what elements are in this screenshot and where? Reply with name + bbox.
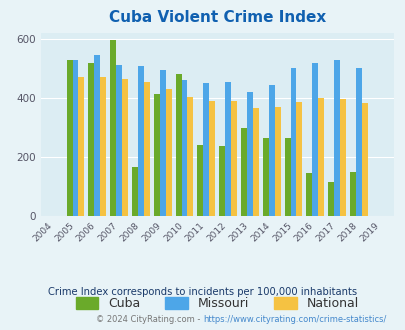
- Bar: [225, 82, 230, 216]
- Bar: [197, 145, 203, 216]
- Bar: [219, 146, 225, 216]
- Bar: [284, 138, 290, 216]
- Bar: [72, 60, 78, 216]
- Bar: [355, 68, 361, 216]
- Bar: [361, 103, 367, 216]
- Bar: [110, 40, 116, 216]
- Bar: [187, 96, 193, 216]
- Bar: [132, 167, 138, 216]
- Bar: [159, 70, 165, 216]
- Text: https://www.cityrating.com/crime-statistics/: https://www.cityrating.com/crime-statist…: [202, 315, 386, 324]
- Bar: [78, 77, 84, 216]
- Text: © 2024 CityRating.com -: © 2024 CityRating.com -: [96, 315, 202, 324]
- Text: Crime Index corresponds to incidents per 100,000 inhabitants: Crime Index corresponds to incidents per…: [48, 287, 357, 297]
- Bar: [66, 60, 72, 216]
- Legend: Cuba, Missouri, National: Cuba, Missouri, National: [70, 292, 363, 315]
- Bar: [165, 89, 171, 216]
- Bar: [333, 60, 339, 216]
- Bar: [209, 101, 215, 216]
- Bar: [122, 79, 128, 216]
- Bar: [328, 182, 333, 216]
- Bar: [230, 101, 237, 216]
- Bar: [246, 92, 252, 216]
- Bar: [339, 99, 345, 216]
- Bar: [181, 80, 187, 216]
- Bar: [138, 66, 143, 216]
- Bar: [203, 83, 209, 216]
- Bar: [88, 63, 94, 216]
- Bar: [153, 94, 159, 216]
- Bar: [290, 68, 296, 216]
- Bar: [311, 63, 318, 216]
- Title: Cuba Violent Crime Index: Cuba Violent Crime Index: [108, 10, 325, 25]
- Bar: [268, 85, 274, 216]
- Bar: [349, 173, 355, 216]
- Bar: [143, 82, 149, 216]
- Bar: [175, 74, 181, 216]
- Bar: [116, 65, 122, 216]
- Bar: [296, 102, 302, 216]
- Bar: [318, 98, 323, 216]
- Bar: [306, 173, 311, 216]
- Bar: [241, 128, 246, 216]
- Bar: [262, 138, 268, 216]
- Bar: [100, 77, 106, 216]
- Bar: [252, 108, 258, 216]
- Bar: [94, 55, 100, 216]
- Bar: [274, 107, 280, 216]
